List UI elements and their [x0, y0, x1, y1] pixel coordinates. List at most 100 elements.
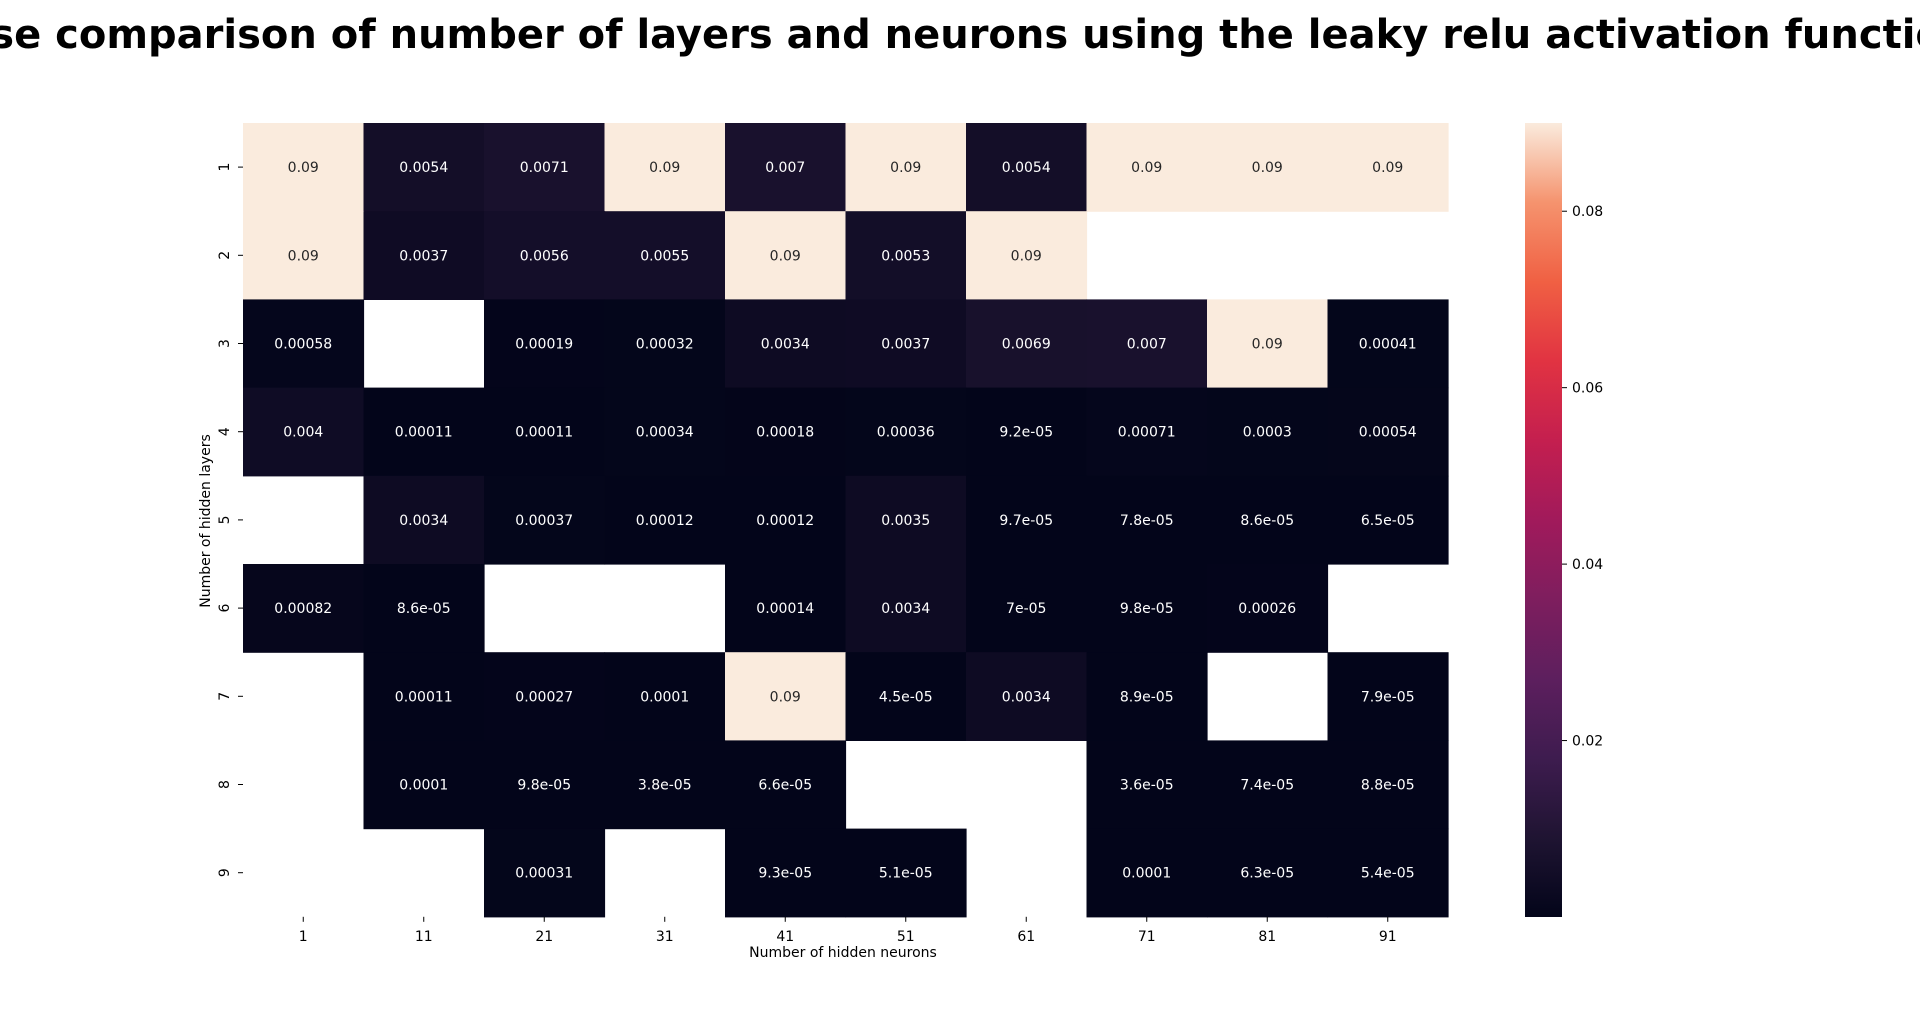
cell-value-label: 7.9e-05	[1361, 689, 1415, 705]
cell-value-label: 0.0001	[399, 778, 448, 794]
cell-value-label: 0.00034	[636, 425, 694, 441]
colorbar-tick-label: 0.02	[1572, 734, 1603, 750]
heatmap-cell	[845, 211, 967, 300]
cell-value-label: 0.09	[649, 160, 680, 176]
cell-value-label: 0.0037	[399, 248, 448, 264]
heatmap-cell	[1327, 740, 1449, 830]
heatmap-cell	[604, 652, 726, 741]
cell-value-label: 0.00082	[274, 601, 332, 617]
cell-value-label: 0.00011	[395, 425, 453, 441]
heatmap-cell	[243, 564, 365, 653]
chart-title: mse comparison of number of layers and n…	[0, 12, 1920, 58]
cell-value-label: 0.0001	[1122, 866, 1171, 882]
cell-value-label: 5.4e-05	[1361, 866, 1415, 882]
cell-value-label: 0.09	[1252, 337, 1283, 353]
heatmap-cell	[1086, 740, 1208, 830]
y-tick-label: 7	[217, 692, 233, 701]
cell-value-label: 9.3e-05	[758, 866, 812, 882]
x-tick-label: 21	[535, 929, 553, 945]
heatmap-cell	[484, 740, 606, 830]
cell-value-label: 0.0055	[640, 248, 689, 264]
heatmap-cell	[966, 299, 1088, 389]
heatmap-cell	[1086, 475, 1208, 565]
heatmap-cell	[604, 740, 726, 830]
heatmap-cell	[1327, 387, 1449, 477]
heatmap-cell	[1086, 387, 1208, 477]
cell-value-label: 3.6e-05	[1120, 778, 1174, 794]
cell-value-label: 0.00032	[636, 337, 694, 353]
heatmap-cell	[1327, 475, 1449, 565]
heatmap-cell	[1086, 299, 1208, 389]
cell-value-label: 9.8e-05	[1120, 601, 1174, 617]
cell-value-label: 0.0034	[881, 601, 930, 617]
cell-value-label: 0.09	[890, 160, 921, 176]
cell-value-label: 0.00036	[877, 425, 935, 441]
heatmap-cell	[725, 211, 847, 300]
cell-value-label: 7.8e-05	[1120, 513, 1174, 529]
heatmap-cell	[604, 211, 726, 300]
cell-value-label: 0.00019	[515, 337, 573, 353]
x-tick-label: 31	[656, 929, 674, 945]
heatmap-cell	[1207, 123, 1329, 212]
heatmap-cell	[1327, 123, 1449, 212]
x-axis-label: Number of hidden neurons	[749, 945, 937, 961]
heatmap-cell	[604, 387, 726, 477]
heatmap-cell	[484, 475, 606, 565]
cell-value-label: 0.00012	[756, 513, 814, 529]
cell-value-label: 0.09	[1131, 160, 1162, 176]
y-tick-label: 5	[217, 515, 233, 524]
y-tick-label: 3	[217, 339, 233, 348]
cell-value-label: 0.00058	[274, 337, 332, 353]
heatmap-cell	[845, 475, 967, 565]
heatmap-cell	[363, 564, 485, 653]
cell-value-label: 0.0056	[520, 248, 569, 264]
heatmap-cell	[1207, 387, 1329, 477]
heatmap-cell	[363, 740, 485, 830]
y-tick-label: 9	[217, 868, 233, 877]
cell-value-label: 0.007	[1127, 337, 1167, 353]
cell-value-label: 0.00037	[515, 513, 573, 529]
cell-value-label: 8.6e-05	[1240, 513, 1294, 529]
cell-value-label: 3.8e-05	[638, 778, 692, 794]
cell-value-label: 9.8e-05	[517, 778, 571, 794]
cell-value-label: 0.00027	[515, 689, 573, 705]
heatmap-cell	[845, 564, 967, 653]
heatmap-cell	[484, 652, 606, 741]
cell-value-label: 0.0001	[640, 689, 689, 705]
heatmap-cell	[363, 387, 485, 477]
heatmap-cell	[1207, 740, 1329, 830]
heatmap-cell	[604, 299, 726, 389]
cell-value-label: 5.1e-05	[879, 866, 933, 882]
cell-value-label: 0.09	[1011, 248, 1042, 264]
heatmap-cell	[845, 652, 967, 741]
heatmap-cell	[363, 652, 485, 741]
heatmap-cells: 0.09 0.0054 0.0071 0.09 0.007 0.09 0.0054 0.09 0…	[243, 123, 1449, 918]
heatmap-cell	[966, 123, 1088, 212]
heatmap-cell	[845, 123, 967, 212]
heatmap-cell	[604, 475, 726, 565]
heatmap-cell	[484, 387, 606, 477]
heatmap-cell	[1086, 564, 1208, 653]
y-tick-label: 4	[217, 427, 233, 436]
colorbar-ticks: 0.02 0.04 0.06 0.08	[1562, 204, 1603, 750]
cell-value-label: 0.00041	[1359, 337, 1417, 353]
heatmap-cell	[1327, 652, 1449, 741]
heatmap-cell	[725, 387, 847, 477]
heatmap-cell	[845, 299, 967, 389]
cell-value-label: 0.00026	[1238, 601, 1296, 617]
cell-value-label: 0.0054	[399, 160, 448, 176]
heatmap-cell	[845, 828, 967, 918]
heatmap-cell	[484, 299, 606, 389]
cell-value-label: 0.00054	[1359, 425, 1417, 441]
cell-value-label: 0.09	[1372, 160, 1403, 176]
cell-value-label: 9.2e-05	[999, 425, 1053, 441]
heatmap-cell	[725, 740, 847, 830]
heatmap-cell	[966, 387, 1088, 477]
x-tick-label: 51	[897, 929, 915, 945]
cell-value-label: 7.4e-05	[1240, 778, 1294, 794]
heatmap-cell	[1086, 123, 1208, 212]
cell-value-label: 0.0069	[1002, 337, 1051, 353]
cell-value-label: 7e-05	[1006, 601, 1046, 617]
heatmap-cell	[966, 475, 1088, 565]
